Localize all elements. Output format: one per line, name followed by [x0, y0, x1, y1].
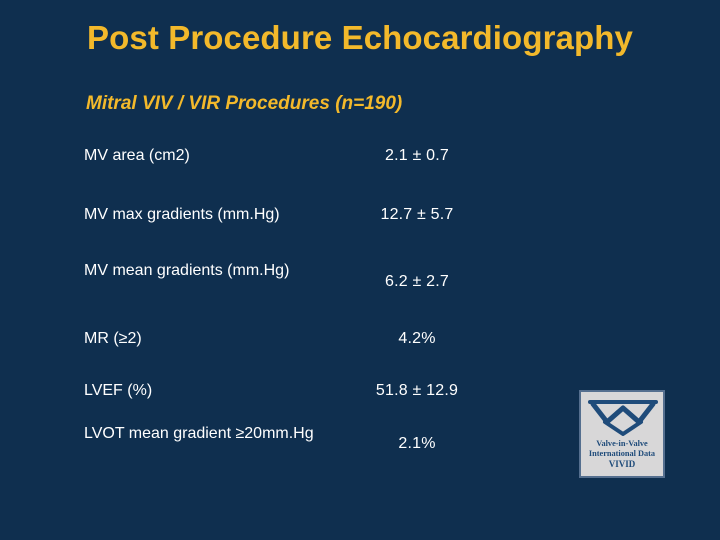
metric-value: 2.1%: [398, 435, 436, 452]
metric-row: MV max gradients (mm.Hg) 12.7 ± 5.7: [84, 205, 504, 227]
metric-row: LVEF (%) 51.8 ± 12.9: [84, 381, 504, 403]
metric-label: MV max gradients (mm.Hg): [84, 206, 280, 223]
metric-label: LVOT mean gradient ≥20mm.Hg: [84, 425, 314, 442]
metric-value: 4.2%: [398, 330, 436, 347]
metric-value: 6.2 ± 2.7: [385, 273, 449, 290]
metric-label: LVEF (%): [84, 382, 153, 399]
logo-line-1: Valve-in-Valve: [596, 439, 648, 448]
logo-line-3: VIVID: [608, 459, 636, 469]
metric-label: MR (≥2): [84, 330, 142, 347]
metric-row: MV mean gradients (mm.Hg) 6.2 ± 2.7: [84, 261, 504, 303]
logo-line-2: International Data: [588, 449, 656, 458]
metric-value: 12.7 ± 5.7: [380, 206, 454, 223]
metric-row: LVOT mean gradient ≥20mm.Hg 2.1%: [84, 424, 504, 466]
metric-row: MV area (cm2) 2.1 ± 0.7: [84, 146, 504, 168]
metric-value: 2.1 ± 0.7: [385, 147, 449, 164]
metric-row: MR (≥2) 4.2%: [84, 329, 504, 351]
metric-value: 51.8 ± 12.9: [375, 382, 459, 399]
vivid-mark-icon: [588, 400, 658, 436]
metric-label: MV mean gradients (mm.Hg): [84, 262, 290, 279]
vivid-logo: Valve-in-Valve International Data VIVID: [579, 390, 665, 478]
slide-title: Post Procedure Echocardiography: [87, 19, 633, 56]
metric-label: MV area (cm2): [84, 147, 190, 164]
slide-subtitle: Mitral VIV / VIR Procedures (n=190): [86, 93, 403, 114]
